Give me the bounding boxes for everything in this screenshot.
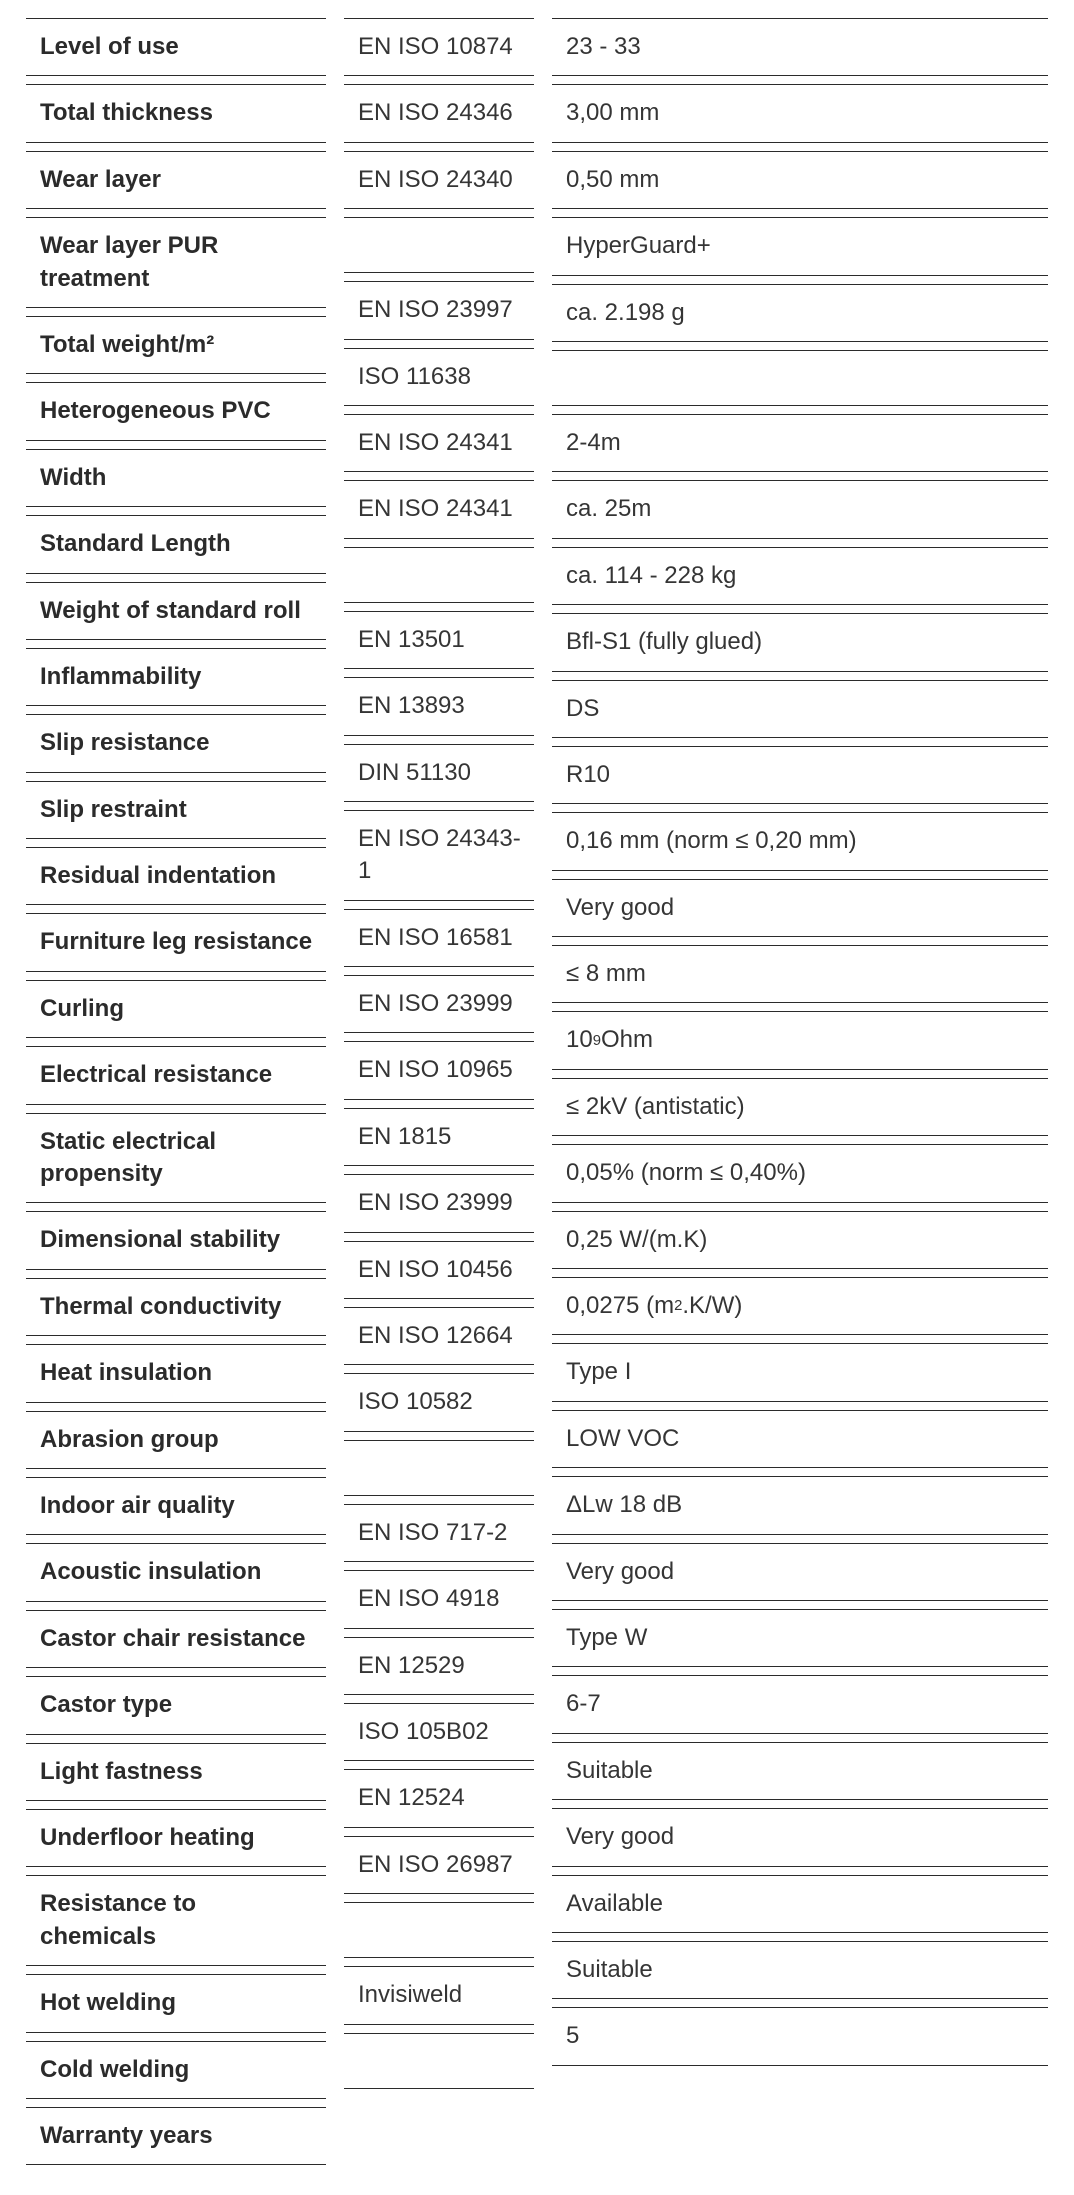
spec-property: Castor chair resistance: [26, 1610, 326, 1668]
spec-standard: DIN 51130: [344, 744, 534, 802]
spec-value: 0,50 mm: [552, 151, 1048, 209]
spec-standard: EN ISO 10874: [344, 18, 534, 76]
spec-standard: EN ISO 4918: [344, 1570, 534, 1628]
spec-property: Dimensional stability: [26, 1211, 326, 1269]
spec-property: Wear layer: [26, 151, 326, 209]
spec-value: LOW VOC: [552, 1410, 1048, 1468]
spec-standard: EN ISO 12664: [344, 1307, 534, 1365]
spec-value: ca. 2.198 g: [552, 284, 1048, 342]
spec-value: Available: [552, 1875, 1048, 1933]
spec-standard: EN 13893: [344, 677, 534, 735]
spec-property: Standard Length: [26, 515, 326, 573]
spec-property: Warranty years: [26, 2107, 326, 2165]
spec-standard: EN 1815: [344, 1108, 534, 1166]
spec-standard: EN ISO 26987: [344, 1836, 534, 1894]
spec-value: HyperGuard+: [552, 217, 1048, 275]
spec-standard: EN 12529: [344, 1637, 534, 1695]
spec-value: Type W: [552, 1609, 1048, 1667]
spec-value: Very good: [552, 1808, 1048, 1866]
spec-property: Residual indentation: [26, 847, 326, 905]
spec-property: Total thickness: [26, 84, 326, 142]
spec-property: Thermal conductivity: [26, 1278, 326, 1336]
spec-value: Suitable: [552, 1742, 1048, 1800]
spec-column-property: Level of use Total thickness Wear layer Wea…: [26, 18, 326, 2173]
spec-value: ≤ 8 mm: [552, 945, 1048, 1003]
spec-standard: EN ISO 24340: [344, 151, 534, 209]
spec-value: 0,25 W/(m.K): [552, 1211, 1048, 1269]
spec-property: Underfloor heating: [26, 1809, 326, 1867]
spec-value: 0,16 mm (norm ≤ 0,20 mm): [552, 812, 1048, 870]
spec-property: Wear layer PUR treatment: [26, 217, 326, 308]
spec-property: Furniture leg resistance: [26, 913, 326, 971]
spec-property: Width: [26, 449, 326, 507]
spec-table: Level of use Total thickness Wear layer Wea…: [0, 0, 1074, 2195]
spec-value: ca. 114 - 228 kg: [552, 547, 1048, 605]
spec-value: 23 - 33: [552, 18, 1048, 76]
spec-standard: EN ISO 24346: [344, 84, 534, 142]
spec-value: 0,05% (norm ≤ 0,40%): [552, 1144, 1048, 1202]
spec-property: Indoor air quality: [26, 1477, 326, 1535]
spec-standard: EN ISO 10456: [344, 1241, 534, 1299]
spec-value: [552, 350, 1048, 406]
spec-property: Inflammability: [26, 648, 326, 706]
spec-property: Electrical resistance: [26, 1046, 326, 1104]
spec-value: Very good: [552, 879, 1048, 937]
spec-property: Total weight/m²: [26, 316, 326, 374]
spec-value: Bfl-S1 (fully glued): [552, 613, 1048, 671]
spec-property: Abrasion group: [26, 1411, 326, 1469]
spec-property: Castor type: [26, 1676, 326, 1734]
spec-value: ca. 25m: [552, 480, 1048, 538]
spec-property: Heat insulation: [26, 1344, 326, 1402]
spec-value: Type I: [552, 1343, 1048, 1401]
spec-property: Level of use: [26, 18, 326, 76]
spec-value: 0,0275 (m2.K/W): [552, 1277, 1048, 1335]
spec-column-standard: EN ISO 10874 EN ISO 24346 EN ISO 24340 EN I…: [344, 18, 534, 2173]
spec-standard: EN ISO 23999: [344, 975, 534, 1033]
spec-standard: EN ISO 717-2: [344, 1504, 534, 1562]
spec-property: Curling: [26, 980, 326, 1038]
spec-property: Acoustic insulation: [26, 1543, 326, 1601]
spec-property: Heterogeneous PVC: [26, 382, 326, 440]
spec-standard: [344, 1440, 534, 1496]
spec-value: R10: [552, 746, 1048, 804]
spec-standard: [344, 2033, 534, 2089]
spec-standard: [344, 547, 534, 603]
spec-value: 2-4m: [552, 414, 1048, 472]
spec-value: 3,00 mm: [552, 84, 1048, 142]
spec-standard: EN ISO 24341: [344, 414, 534, 472]
spec-value: ΔLw 18 dB: [552, 1476, 1048, 1534]
spec-standard: Invisiweld: [344, 1966, 534, 2024]
spec-value: 5: [552, 2007, 1048, 2065]
spec-value: 6-7: [552, 1675, 1048, 1733]
spec-value: Very good: [552, 1543, 1048, 1601]
spec-standard: ISO 10582: [344, 1373, 534, 1431]
spec-standard: EN 13501: [344, 611, 534, 669]
spec-property: Slip restraint: [26, 781, 326, 839]
spec-value: DS: [552, 680, 1048, 738]
spec-property: Slip resistance: [26, 714, 326, 772]
spec-value: ≤ 2kV (antistatic): [552, 1078, 1048, 1136]
spec-value: Suitable: [552, 1941, 1048, 1999]
spec-standard: [344, 1902, 534, 1958]
spec-property: Resistance to chemicals: [26, 1875, 326, 1966]
spec-standard: EN ISO 23999: [344, 1174, 534, 1232]
spec-property: Static electrical propensity: [26, 1113, 326, 1204]
spec-standard: EN ISO 24341: [344, 480, 534, 538]
spec-standard: ISO 11638: [344, 348, 534, 406]
spec-standard: EN ISO 23997: [344, 281, 534, 339]
spec-property: Hot welding: [26, 1974, 326, 2032]
spec-column-value: 23 - 33 3,00 mm 0,50 mm HyperGuard+ ca. 2.19…: [552, 18, 1048, 2173]
spec-standard: EN ISO 24343-1: [344, 810, 534, 901]
spec-value: 109 Ohm: [552, 1011, 1048, 1069]
spec-property: Cold welding: [26, 2041, 326, 2099]
spec-standard: EN 12524: [344, 1769, 534, 1827]
spec-property: Weight of standard roll: [26, 582, 326, 640]
spec-property: Light fastness: [26, 1743, 326, 1801]
spec-standard: [344, 217, 534, 273]
spec-standard: ISO 105B02: [344, 1703, 534, 1761]
spec-standard: EN ISO 10965: [344, 1041, 534, 1099]
spec-standard: EN ISO 16581: [344, 909, 534, 967]
